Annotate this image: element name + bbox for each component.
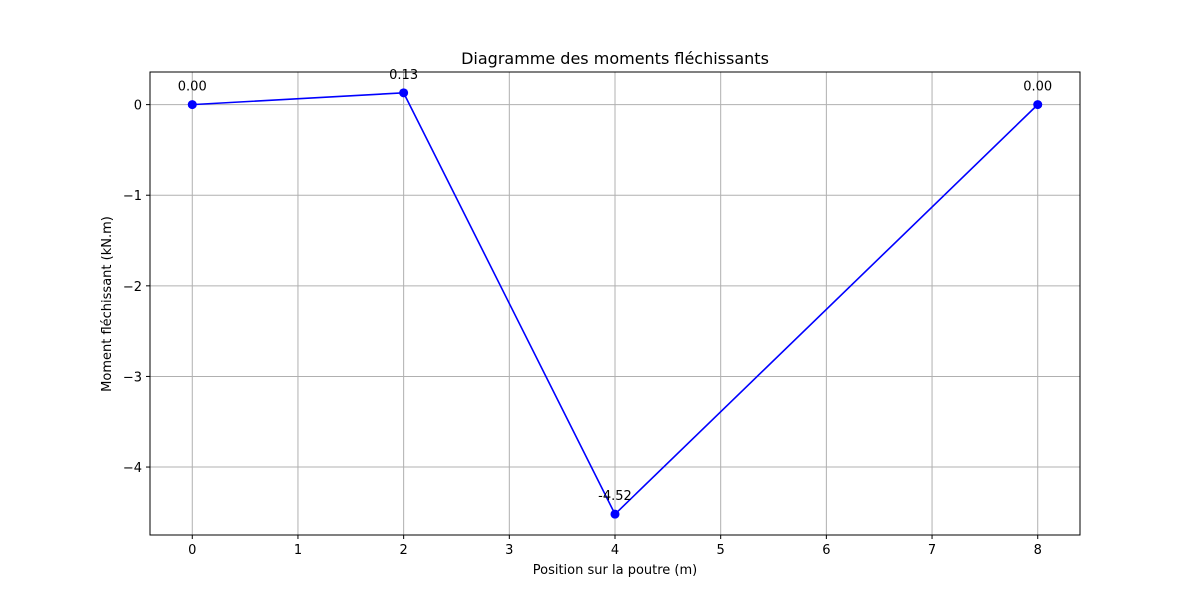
x-tick-label: 4 <box>611 543 619 558</box>
data-label: 0.13 <box>389 68 418 83</box>
x-axis-label: Position sur la poutre (m) <box>533 563 698 578</box>
y-tick-label: 0 <box>134 99 142 114</box>
y-tick-label: −1 <box>123 189 142 204</box>
chart-title: Diagramme des moments fléchissants <box>461 49 769 68</box>
y-axis-label: Moment fléchissant (kN.m) <box>100 216 115 392</box>
data-point <box>187 100 197 110</box>
x-tick-label: 1 <box>294 543 302 558</box>
x-tick-label: 3 <box>505 543 513 558</box>
x-tick-label: 2 <box>399 543 407 558</box>
x-tick-label: 5 <box>717 543 725 558</box>
data-label: 0.00 <box>1023 80 1052 95</box>
x-tick-label: 6 <box>822 543 830 558</box>
data-point <box>399 88 409 98</box>
x-tick-label: 0 <box>188 543 196 558</box>
data-label: 0.00 <box>178 80 207 95</box>
y-tick-label: −2 <box>123 280 142 295</box>
series-layer: 0.00 0.13 -4.52 0.00 <box>178 68 1052 519</box>
data-point <box>610 509 620 519</box>
y-tick-label: −4 <box>123 461 142 476</box>
axis-ticks: 0 1 2 3 4 5 6 7 8 0 −1 −2 −3 −4 <box>123 99 1042 558</box>
data-point <box>1033 100 1043 110</box>
series-line <box>192 92 1039 516</box>
data-label: -4.52 <box>598 489 632 504</box>
grid <box>150 72 1080 535</box>
y-tick-label: −3 <box>123 370 142 385</box>
x-tick-label: 8 <box>1034 543 1042 558</box>
x-tick-label: 7 <box>928 543 936 558</box>
